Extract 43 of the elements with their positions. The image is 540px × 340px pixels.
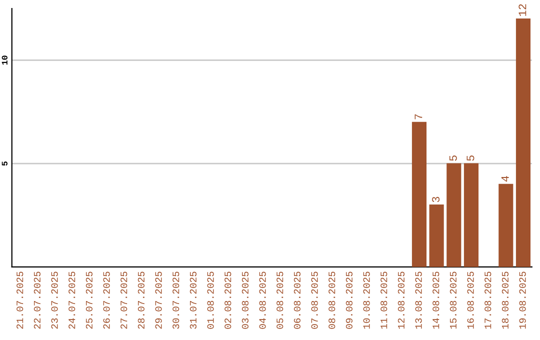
x-tick-label: 06.08.2025 (294, 272, 300, 329)
x-tick-label: 18.08.2025 (502, 272, 509, 329)
data-label: 5 (466, 156, 474, 161)
x-tick-label: 26.07.2025 (103, 272, 110, 329)
x-tick-label: 04.08.2025 (259, 272, 266, 329)
x-tick-label: 14.08.2025 (432, 272, 440, 329)
data-label: 4 (501, 176, 509, 182)
bar (446, 163, 462, 267)
bar (516, 18, 531, 267)
x-tick-label: 01.08.2025 (207, 272, 214, 329)
x-tick-label: 22.07.2025 (34, 272, 40, 329)
x-tick-label: 17.08.2025 (484, 272, 492, 329)
x-tick-label: 12.08.2025 (398, 272, 405, 329)
x-tick-label: 27.07.2025 (120, 272, 128, 329)
y-tick-label: 10 (2, 56, 8, 65)
x-tick-label: 23.07.2025 (51, 272, 58, 329)
x-tick-label: 25.07.2025 (86, 272, 92, 329)
x-tick-label: 30.07.2025 (172, 272, 180, 329)
data-label: 7 (414, 114, 422, 120)
bar (498, 184, 514, 267)
x-tick-label: 29.07.2025 (155, 272, 162, 329)
x-tick-label: 16.08.2025 (467, 272, 474, 329)
x-tick-label: 15.08.2025 (450, 272, 457, 329)
x-tick-label: 28.07.2025 (138, 272, 144, 329)
x-tick-label: 10.08.2025 (363, 272, 370, 329)
x-tick-label: 05.08.2025 (276, 272, 284, 329)
data-label: 3 (432, 196, 440, 202)
x-tick-label: 08.08.2025 (328, 272, 336, 329)
bar (429, 204, 444, 267)
x-tick-label: 19.08.2025 (519, 272, 526, 329)
bar (464, 163, 479, 267)
x-tick-label: 02.08.2025 (224, 272, 232, 329)
data-label: 12 (518, 4, 526, 16)
x-tick-label: 11.08.2025 (380, 272, 388, 329)
x-tick-label: 13.08.2025 (415, 272, 422, 329)
x-tick-label: 09.08.2025 (346, 272, 353, 329)
x-tick-label: 24.07.2025 (68, 272, 76, 329)
bar (412, 122, 427, 267)
x-tick-label: 07.08.2025 (311, 272, 318, 329)
x-tick-label: 03.08.2025 (242, 272, 248, 329)
x-tick-label: 21.07.2025 (16, 272, 24, 329)
data-label: 5 (449, 156, 457, 161)
x-tick-label: 31.07.2025 (190, 272, 196, 329)
